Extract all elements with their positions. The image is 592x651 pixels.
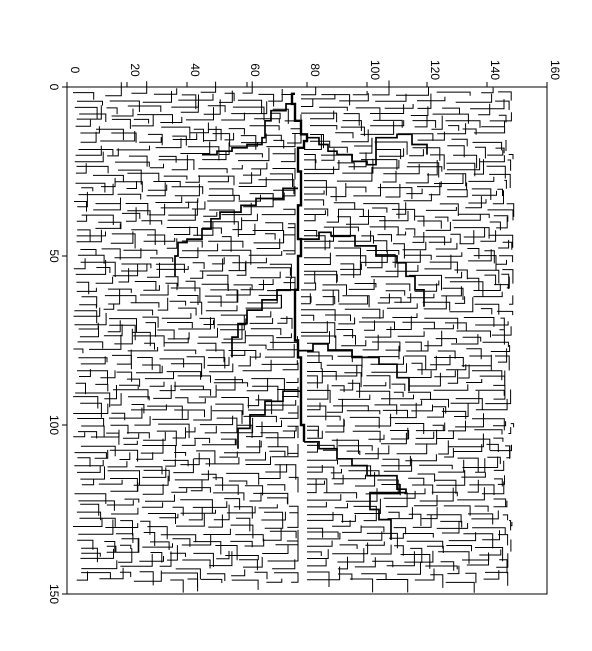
main-channel-group (290, 92, 309, 442)
y-tick-label: 0 (47, 84, 61, 91)
x-tick-label: 40 (188, 63, 202, 77)
secondary-channel (307, 133, 428, 166)
plot-frame (66, 86, 548, 595)
secondary-channel (298, 343, 410, 392)
y-tick-label: 100 (47, 415, 61, 435)
secondary-channel (301, 231, 425, 307)
secondary-channel (304, 441, 407, 540)
x-tick-label: 20 (128, 63, 142, 77)
y-axis-ticks: 0 50 100 150 (47, 84, 67, 604)
main-channel (290, 92, 309, 442)
channel-network-lines (73, 80, 515, 593)
secondary-channel (231, 288, 295, 358)
x-tick-label: 160 (548, 60, 562, 80)
x-tick-label: 100 (368, 60, 382, 80)
secondary-channel (237, 390, 301, 449)
x-tick-label: 60 (248, 63, 262, 77)
y-tick-label: 50 (47, 249, 61, 263)
x-tick-label: 80 (308, 63, 322, 77)
secondary-channel (202, 103, 292, 156)
x-tick-label: 140 (488, 60, 502, 80)
x-tick-label: 0 (68, 67, 82, 74)
y-tick-label: 150 (47, 584, 61, 604)
x-axis-ticks: 0 20 40 60 80 100 120 140 160 (66, 60, 562, 87)
secondary-channel (174, 187, 298, 277)
secondary-channels (174, 103, 428, 540)
x-tick-label: 120 (428, 60, 442, 80)
channel-network (73, 80, 515, 593)
